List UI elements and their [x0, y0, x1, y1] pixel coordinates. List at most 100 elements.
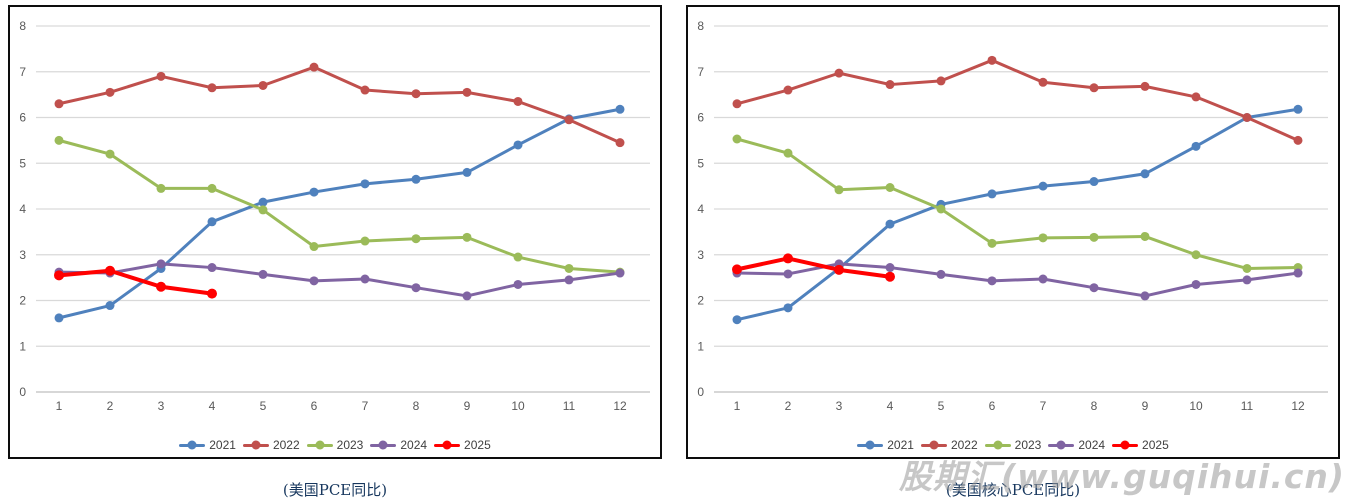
legend-line-marker-icon: [857, 440, 884, 450]
data-point-marker: [783, 85, 793, 95]
legend-line-marker-icon: [1048, 440, 1075, 450]
x-tick-label: 12: [1291, 399, 1305, 413]
data-point-marker: [462, 87, 472, 97]
data-point-marker: [1191, 92, 1201, 102]
core-pce-chart-legend: 2021 2022 2023 2024 2025: [688, 435, 1338, 455]
x-tick-label: 6: [989, 399, 996, 413]
series-2025-line: [54, 265, 217, 299]
data-point-marker: [513, 140, 523, 150]
x-axis-tick-labels: 1 2 3 4 5 6 7 8 9 10 11 12: [734, 399, 1305, 413]
series-path: [735, 137, 1300, 270]
legend-item-2025: 2025: [1112, 439, 1169, 451]
data-point-marker: [513, 279, 523, 289]
data-point-marker: [411, 234, 421, 244]
data-point-marker: [564, 275, 574, 285]
data-point-marker: [462, 291, 472, 301]
legend-line-marker-icon: [370, 440, 397, 450]
data-point-marker: [1140, 291, 1150, 301]
legend-item-2023: 2023: [306, 438, 364, 452]
data-point-marker: [411, 283, 421, 293]
legend-label: 2021: [209, 438, 236, 452]
pce-chart-legend: 2021 2022 2023 2024 2025: [10, 435, 660, 455]
data-point-marker: [987, 238, 997, 248]
data-point-marker: [360, 236, 370, 246]
core-pce-chart-caption: (美国核心PCE同比): [945, 481, 1081, 499]
data-point-marker: [360, 85, 370, 95]
data-point-marker: [1038, 233, 1048, 243]
data-point-marker: [564, 263, 574, 273]
y-tick-label: 2: [19, 294, 26, 308]
x-tick-label: 5: [260, 399, 267, 413]
data-point-marker: [615, 138, 625, 148]
x-tick-label: 3: [158, 399, 165, 413]
data-point-marker: [834, 264, 844, 275]
data-point-marker: [564, 115, 574, 125]
data-point-marker: [462, 167, 472, 177]
data-point-marker: [885, 263, 895, 273]
data-point-marker: [309, 62, 319, 72]
y-tick-label: 7: [697, 65, 704, 79]
gridlines: [714, 25, 1328, 393]
y-tick-label: 5: [697, 156, 704, 170]
series-2022-line: [732, 55, 1303, 145]
data-point-marker: [615, 104, 625, 114]
legend-label: 2024: [400, 438, 428, 452]
y-tick-label: 5: [19, 156, 26, 170]
data-point-marker: [105, 87, 115, 97]
data-point-marker: [1089, 232, 1099, 242]
x-tick-label: 4: [209, 399, 216, 413]
data-point-marker: [54, 135, 64, 145]
legend-item-2025: 2025: [434, 439, 491, 451]
data-point-marker: [1140, 169, 1150, 179]
data-point-marker: [987, 55, 997, 65]
legend-item-2024: 2024: [370, 439, 427, 451]
series-path: [57, 107, 622, 320]
data-point-marker: [783, 269, 793, 279]
series-path: [57, 262, 622, 298]
pce-chart-panel: 0 1 2 3 4 5 6 7 8 1 2 3 4 5 6 7 8 9 10 11 12 2021 2022 2023 202…: [8, 5, 662, 459]
y-tick-label: 3: [19, 248, 26, 262]
data-point-marker: [54, 313, 64, 323]
x-tick-label: 11: [1241, 399, 1254, 413]
x-tick-label: 11: [563, 399, 576, 413]
y-tick-label: 0: [697, 385, 704, 399]
legend-label: 2023: [336, 438, 364, 452]
x-tick-label: 2: [785, 399, 792, 413]
series-2021-line: [54, 104, 625, 323]
data-point-marker: [885, 219, 895, 229]
series-path: [735, 58, 1300, 142]
data-point-marker: [987, 276, 997, 286]
data-point-marker: [732, 264, 742, 275]
y-axis-tick-labels: 0 1 2 3 4 5 6 7 8: [697, 19, 704, 399]
legend-item-2023: 2023: [984, 439, 1041, 451]
legend-item-2021: 2021: [857, 439, 914, 451]
data-point-marker: [1140, 231, 1150, 241]
legend-label: 2022: [272, 438, 300, 452]
data-point-marker: [732, 134, 742, 144]
data-point-marker: [936, 269, 946, 279]
legend-label: 2022: [950, 438, 978, 452]
data-point-marker: [156, 259, 166, 269]
x-tick-label: 3: [836, 399, 843, 413]
data-point-marker: [885, 80, 895, 90]
data-point-marker: [156, 71, 166, 81]
data-point-marker: [1089, 283, 1099, 293]
y-tick-label: 0: [19, 385, 26, 399]
data-point-marker: [1038, 77, 1048, 87]
series-path: [735, 256, 892, 279]
x-tick-label: 8: [1091, 399, 1098, 413]
data-point-marker: [783, 303, 793, 313]
legend-line-marker-icon: [434, 440, 461, 450]
series-path: [57, 65, 622, 145]
legend-line-marker-icon: [242, 440, 269, 450]
data-point-marker: [105, 149, 115, 159]
series-path: [57, 138, 622, 274]
series-path: [57, 268, 214, 296]
data-point-marker: [513, 252, 523, 262]
data-point-marker: [885, 182, 895, 192]
x-tick-label: 12: [613, 399, 627, 413]
data-point-marker: [885, 271, 895, 282]
data-point-marker: [834, 68, 844, 78]
data-point-marker: [258, 205, 268, 215]
